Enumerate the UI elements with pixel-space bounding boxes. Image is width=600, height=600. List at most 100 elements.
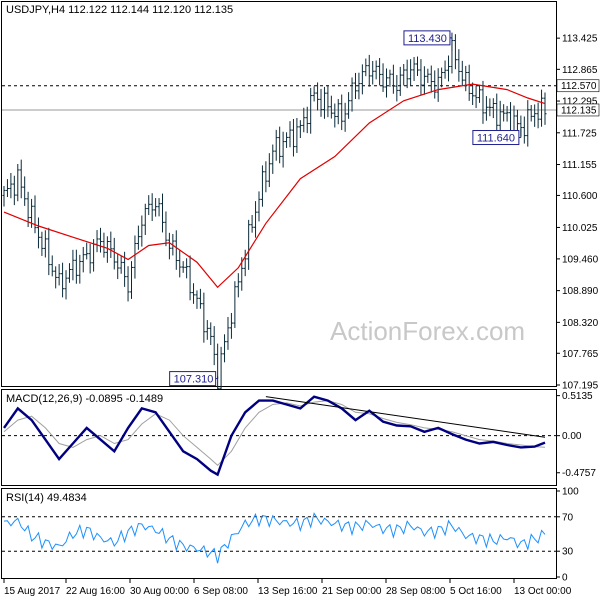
macd-trendline (265, 396, 546, 438)
price-y-tick-label: 113.425 (562, 34, 598, 45)
ohlc-bar (333, 103, 337, 128)
price-y-tick-label: 109.460 (562, 254, 599, 265)
ohlc-bar (329, 95, 333, 119)
ohlc-bar (133, 235, 137, 279)
ohlc-bar (147, 195, 151, 216)
price-bars (2, 32, 547, 400)
price-y-tick-label: 111.155 (562, 160, 597, 171)
ohlc-bar (453, 34, 458, 70)
annotation-label: 111.640 (477, 133, 515, 145)
ohlc-bar (150, 193, 154, 222)
ohlc-bar (481, 80, 485, 124)
ohlc-bar (391, 64, 395, 94)
ohlc-bar (2, 185, 6, 207)
ohlc-bar (212, 326, 216, 366)
ohlc-bar (5, 179, 10, 198)
ohlc-bar (312, 86, 316, 102)
ohlc-bar (298, 120, 302, 139)
ohlc-bar (9, 172, 13, 199)
ohlc-bar (353, 72, 358, 100)
ohlc-bar (415, 56, 420, 76)
ohlc-bar (495, 93, 499, 131)
time-tick-label: 13 Oct 00:00 (514, 586, 572, 597)
ohlc-bar (529, 104, 533, 122)
ohlc-bar (467, 64, 471, 101)
ohlc-bar (288, 121, 292, 148)
macd-pane: MACD(12,26,9) -0.0895 -0.1489 0.5135 0.00… (1, 389, 596, 486)
ohlc-bar (40, 231, 44, 256)
ohlc-bar (412, 57, 416, 81)
ohlc-bar (291, 118, 296, 157)
ohlc-bar (112, 237, 116, 270)
ohlc-bar (505, 105, 509, 122)
annotation-box (169, 371, 217, 387)
ohlc-bar (185, 258, 189, 279)
ohlc-bar (539, 89, 544, 127)
ohlc-bar (426, 68, 430, 84)
macd-header: MACD(12,26,9) -0.0895 -0.1489 (6, 393, 163, 405)
ohlc-bar (371, 60, 375, 85)
ohlc-bar (429, 65, 433, 93)
ohlc-bar (474, 85, 478, 109)
ohlc-bar (305, 106, 309, 134)
time-tick-label: 28 Sep 08:00 (386, 586, 446, 597)
ohlc-bar (43, 230, 47, 258)
ohlc-bar (195, 290, 199, 309)
ohlc-bar (433, 70, 437, 99)
rsi-y-axis: 100 70 30 0 (556, 487, 579, 584)
ohlc-bar (419, 59, 423, 96)
ohlc-bar (71, 249, 75, 281)
ohlc-bar (309, 87, 313, 134)
ohlc-bar (405, 59, 409, 89)
ohlc-bar (284, 132, 289, 148)
ohlc-bar (253, 201, 258, 238)
macd-y-tick-label: -0.4757 (562, 468, 596, 479)
ohlc-bar (357, 72, 361, 100)
ohlc-bar (315, 82, 320, 111)
ohlc-bar (260, 165, 265, 207)
ohlc-bar (26, 191, 30, 227)
ohlc-bar (126, 266, 130, 302)
ohlc-bar (526, 100, 530, 147)
time-tick-label: 13 Sep 16:00 (258, 586, 318, 597)
annotation-label: 107.310 (174, 374, 214, 386)
ohlc-bar (326, 85, 330, 118)
ohlc-bar (157, 198, 161, 217)
price-y-tick-label: 110.025 (562, 223, 598, 234)
ohlc-bar (374, 60, 378, 80)
ohlc-bar (491, 98, 495, 119)
time-axis: 15 Aug 2017 22 Aug 16:00 30 Aug 00:00 6 Sep… (3, 578, 572, 597)
ohlc-bar (19, 159, 23, 199)
rsi-y-tick-label: 70 (562, 512, 574, 523)
ohlc-bar (395, 75, 399, 102)
ohlc-bar (136, 225, 140, 250)
ohlc-bar (464, 65, 468, 92)
ohlc-bar (129, 261, 134, 299)
ohlc-bar (16, 163, 20, 202)
ohlc-bar (257, 191, 261, 222)
ohlc-bar (23, 176, 27, 206)
ohlc-bar (436, 68, 440, 102)
ohlc-bar (178, 250, 182, 278)
price-y-tick-label: 112.295 (562, 97, 598, 108)
ohlc-bar (409, 59, 413, 86)
price-y-tick-label: 107.765 (562, 349, 599, 360)
ohlc-bar (250, 215, 254, 233)
price-y-axis: 113.425 112.865 112.295 111.725 111.155 110.6… (556, 34, 600, 392)
ohlc-bar (226, 316, 230, 350)
price-y-tick-label: 112.865 (562, 65, 598, 76)
ohlc-bar (119, 255, 123, 274)
ohlc-bar (209, 322, 213, 346)
ohlc-bar (346, 92, 351, 119)
time-tick-label: 30 Aug 00:00 (130, 586, 189, 597)
ohlc-bar (484, 96, 489, 121)
ohlc-bar (267, 153, 271, 188)
ohlc-bar (247, 219, 251, 270)
ohlc-bar (216, 343, 220, 393)
price-levels (2, 85, 556, 111)
ohlc-bar (36, 217, 41, 249)
ohlc-bar (336, 98, 340, 125)
ohlc-bar (319, 88, 323, 117)
price-y-tick-label: 108.890 (562, 286, 599, 297)
